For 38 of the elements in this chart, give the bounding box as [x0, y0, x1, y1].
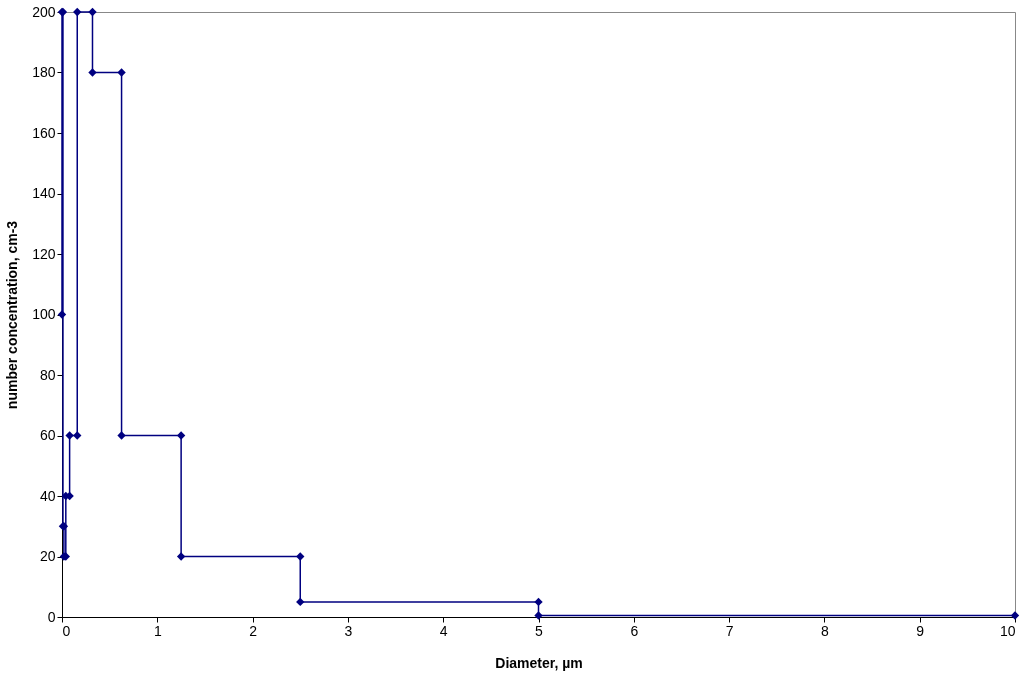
y-tick-label: 140	[32, 185, 56, 201]
x-tick-label: 4	[439, 622, 448, 639]
x-tick-label: 9	[916, 622, 925, 639]
point	[88, 68, 97, 77]
point	[176, 552, 186, 561]
x-tick-label: 6	[630, 622, 639, 639]
point	[534, 597, 543, 607]
x-tick-label: 0	[62, 622, 71, 639]
x-tick-label: 1	[153, 622, 162, 639]
x-tick-label: 8	[821, 622, 829, 639]
point	[117, 431, 126, 440]
x-tick-label: 2	[249, 622, 258, 639]
point	[73, 431, 82, 440]
y-tick-label: 200	[32, 3, 56, 20]
point	[73, 7, 82, 17]
x-tick-label: 3	[344, 622, 353, 639]
y-tick-label: 20	[39, 548, 56, 564]
y-tick-label: 120	[32, 245, 56, 262]
x-tick-label: 7	[725, 622, 734, 639]
point	[296, 597, 305, 607]
x-tick-label: 10	[999, 622, 1016, 639]
y-tick-label: 60	[39, 427, 56, 443]
point	[88, 7, 97, 17]
x-axis-title: Diameter, µm	[495, 654, 583, 671]
point	[534, 611, 543, 620]
y-tick-label: 160	[32, 124, 56, 141]
y-axis-title: number concentration, cm-3	[4, 220, 21, 410]
y-tick-label: 100	[32, 306, 56, 322]
point	[117, 68, 126, 77]
point	[65, 431, 74, 440]
point	[296, 552, 305, 561]
point	[57, 310, 67, 319]
point	[176, 431, 186, 440]
y-tick-label: 0	[47, 608, 56, 625]
x-tick-label: 5	[535, 622, 544, 639]
y-tick-label: 180	[32, 64, 56, 80]
y-tick-label: 80	[39, 366, 56, 383]
y-tick-label: 40	[39, 487, 56, 504]
